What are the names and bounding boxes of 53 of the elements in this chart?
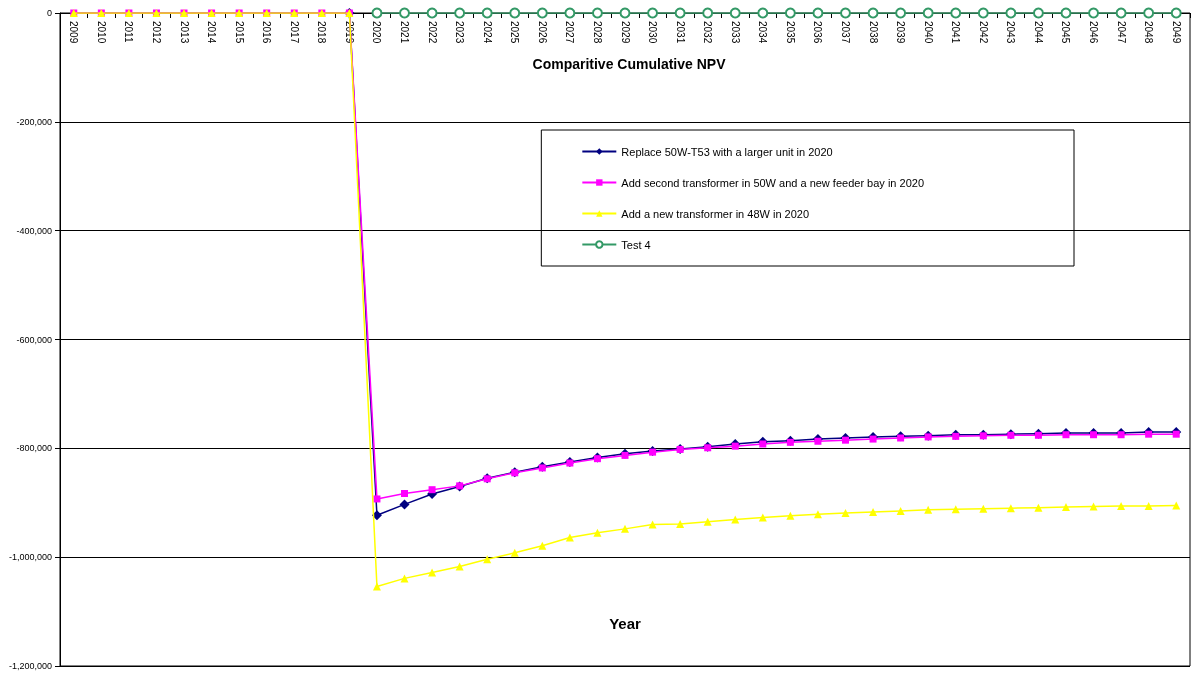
x-tick-label: 2020: [371, 21, 383, 44]
x-tick-label: 2041: [950, 21, 962, 44]
x-tick-label: 2032: [702, 21, 714, 44]
x-tick-label: 2048: [1143, 21, 1155, 44]
x-tick-label: 2030: [647, 21, 659, 44]
x-tick-label: 2011: [123, 21, 135, 43]
x-tick-label: 2045: [1060, 21, 1072, 44]
x-tick-label: 2021: [399, 21, 411, 44]
x-tick-label: 2012: [150, 21, 162, 44]
x-tick-label: 2038: [867, 21, 879, 44]
x-tick-label: 2017: [288, 21, 300, 44]
y-tick-label: -400,000: [16, 225, 52, 236]
legend-label: Add second transformer in 50W and a new feeder bay in 2020: [621, 176, 924, 189]
x-tick-label: 2049: [1170, 21, 1182, 44]
x-tick-label: 2018: [316, 21, 328, 44]
x-tick-label: 2046: [1088, 21, 1100, 44]
x-tick-label: 2026: [536, 21, 548, 44]
x-tick-label: 2037: [839, 21, 851, 44]
legend-label: Add a new transformer in 48W in 2020: [621, 207, 810, 220]
x-tick-label: 2023: [454, 21, 466, 44]
x-tick-label: 2029: [619, 21, 631, 44]
y-tick-label: -800,000: [16, 443, 52, 454]
x-tick-label: 2040: [922, 21, 934, 44]
y-tick-label: -1,000,000: [8, 552, 52, 563]
x-tick-label: 2016: [261, 21, 273, 44]
x-tick-label: 2015: [233, 21, 245, 44]
y-tick-label: -1,200,000: [8, 661, 52, 671]
legend-label: Test 4: [621, 238, 651, 251]
x-tick-label: 2042: [977, 21, 989, 44]
x-tick-label: 2044: [1032, 21, 1044, 44]
x-tick-label: 2036: [812, 21, 824, 44]
y-tick-label: -200,000: [16, 116, 52, 127]
x-tick-label: 2025: [509, 21, 521, 44]
legend-label: Replace 50W-T53 with a larger unit in 2020: [621, 145, 833, 158]
x-tick-label: 2047: [1115, 21, 1127, 44]
x-tick-label: 2028: [591, 21, 603, 44]
y-tick-label: 0: [46, 8, 52, 18]
x-tick-label: 2022: [426, 21, 438, 44]
x-tick-label: 2027: [564, 21, 576, 44]
x-tick-label: 2039: [895, 21, 907, 44]
x-tick-label: 2014: [206, 21, 218, 44]
x-axis-title: Year: [609, 615, 642, 632]
x-tick-label: 2035: [784, 21, 796, 44]
x-tick-label: 2031: [674, 21, 686, 44]
x-tick-label: 2024: [481, 21, 493, 44]
y-tick-label: -600,000: [16, 334, 52, 345]
x-tick-label: 2010: [95, 21, 107, 44]
text: Comparitive Cumulative NPV: [532, 56, 727, 72]
x-tick-label: 2009: [68, 21, 80, 44]
x-tick-label: 2013: [178, 21, 190, 44]
x-tick-label: 2034: [757, 21, 769, 44]
x-tick-label: 2043: [1005, 21, 1017, 44]
x-tick-label: 2033: [729, 21, 741, 44]
